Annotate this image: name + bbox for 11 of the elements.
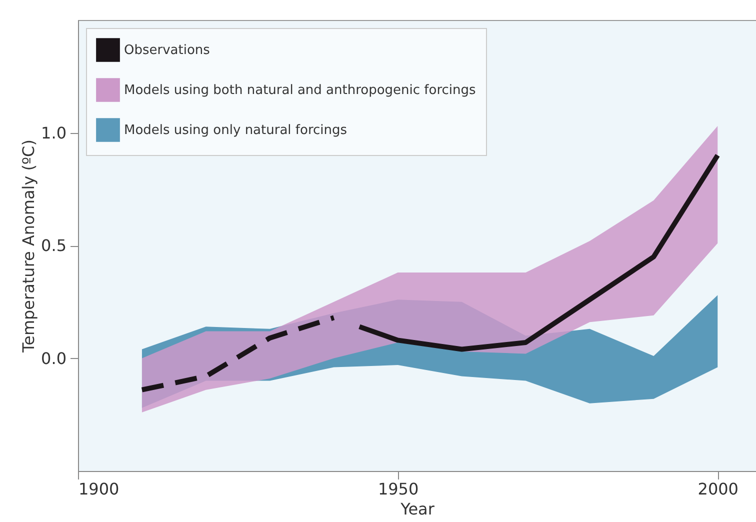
- legend-label: Observations: [124, 43, 210, 58]
- legend-label: Models using only natural forcings: [124, 123, 348, 138]
- x-tick-label: 2000: [698, 480, 738, 498]
- y-axis-title: Temperature Anomaly (ºC): [19, 140, 38, 354]
- x-tick-label: 1900: [78, 480, 120, 498]
- x-tick-label: 1950: [378, 480, 419, 498]
- y-tick-label: 1.0: [41, 123, 66, 142]
- legend-label: Models using both natural and anthropogenic forcings: [124, 83, 476, 98]
- y-tick-label: 0.5: [41, 236, 66, 255]
- y-tick-label: 0.0: [41, 348, 66, 368]
- x-axis-title: Year: [400, 500, 435, 518]
